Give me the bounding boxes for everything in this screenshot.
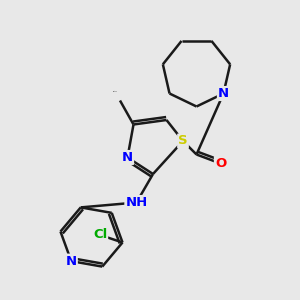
Text: O: O: [215, 157, 226, 170]
Text: Cl: Cl: [93, 229, 107, 242]
Text: S: S: [178, 134, 188, 148]
Text: N: N: [218, 87, 229, 100]
Text: N: N: [66, 255, 77, 268]
Text: N: N: [122, 151, 133, 164]
Text: NH: NH: [125, 196, 148, 209]
Text: methyl: methyl: [113, 90, 118, 92]
